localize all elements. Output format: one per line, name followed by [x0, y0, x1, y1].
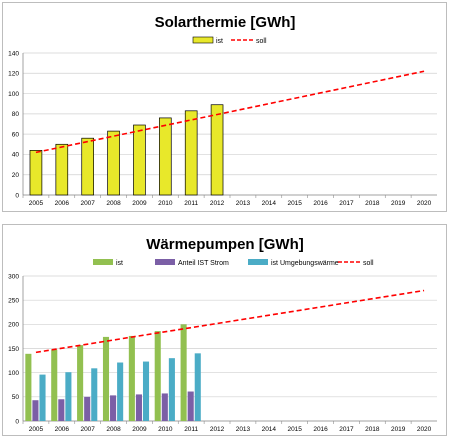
legend-label: soll [256, 38, 267, 45]
bar-ist-umgebungsw-rme-2008 [117, 362, 124, 421]
x-tick-label: 2012 [210, 200, 225, 207]
x-tick-label: 2006 [55, 200, 70, 207]
x-tick-label: 2017 [339, 426, 354, 433]
bar-anteil-ist-strom-2010 [161, 393, 168, 421]
bar-ist-2010 [159, 117, 172, 196]
legend-swatch [248, 259, 268, 265]
x-tick-label: 2020 [417, 200, 432, 207]
x-tick-label: 2018 [365, 200, 380, 207]
waermepumpen-chart-panel: Wärmepumpen [GWh] 0 50 100 150 200 250 300 2005… [2, 224, 447, 436]
bar-ist-2006 [51, 349, 58, 421]
x-tick-label: 2013 [236, 200, 251, 207]
bar-ist-2005 [29, 150, 43, 196]
bar-ist-2010 [154, 331, 161, 421]
legend-label: Anteil IST Strom [178, 260, 229, 267]
bar-ist-2011 [184, 110, 198, 196]
bar-ist-2008 [102, 336, 110, 421]
chart-title: Wärmepumpen [GWh] [146, 236, 304, 253]
x-tick-label: 2007 [80, 200, 95, 207]
y-tick-label: 250 [8, 297, 19, 304]
x-tick-label: 2008 [106, 426, 121, 433]
bar-ist-2007 [81, 137, 94, 196]
bar-ist-2009 [133, 124, 146, 196]
bar-anteil-ist-strom-2005 [32, 400, 39, 421]
bar-ist-2005 [25, 353, 32, 421]
bar-ist-2012 [210, 104, 224, 196]
y-tick-label: 50 [12, 394, 20, 401]
x-tick-label: 2010 [158, 426, 173, 433]
y-tick-label: 80 [12, 111, 20, 118]
x-tick-label: 2012 [210, 426, 225, 433]
x-tick-label: 2014 [262, 200, 277, 207]
bar-anteil-ist-strom-2009 [135, 394, 142, 421]
y-tick-label: 150 [8, 346, 19, 353]
x-tick-label: 2011 [184, 200, 198, 207]
x-tick-label: 2015 [287, 200, 302, 207]
x-tick-label: 2014 [262, 426, 277, 433]
y-tick-label: 60 [12, 131, 20, 138]
x-tick-label: 2018 [365, 426, 380, 433]
y-tick-label: 0 [15, 192, 19, 199]
x-tick-label: 2019 [391, 200, 406, 207]
x-tick-label: 2006 [55, 426, 70, 433]
y-tick-label: 20 [12, 172, 20, 179]
y-tick-label: 100 [8, 370, 19, 377]
legend-label: ist [116, 260, 123, 267]
bar-ist-2009 [128, 335, 135, 421]
x-tick-label: 2005 [29, 426, 44, 433]
x-tick-label: 2016 [313, 426, 328, 433]
legend-swatch [155, 259, 175, 265]
x-tick-label: 2015 [287, 426, 302, 433]
bar-ist-2011 [180, 324, 187, 421]
bar-ist-umgebungsw-rme-2006 [65, 372, 72, 421]
x-tick-label: 2019 [391, 426, 406, 433]
y-tick-label: 140 [8, 50, 19, 57]
x-tick-label: 2007 [80, 426, 95, 433]
chart-title: Solarthermie [GWh] [155, 14, 296, 31]
x-tick-label: 2008 [106, 200, 121, 207]
solarthermie-chart: Solarthermie [GWh] 0 20 40 60 80 100 120 140 200… [8, 14, 437, 207]
bar-ist-2006 [55, 143, 69, 196]
bar-ist-2007 [77, 345, 84, 421]
x-tick-label: 2009 [132, 426, 147, 433]
y-tick-label: 200 [8, 322, 19, 329]
y-tick-label: 0 [15, 418, 19, 425]
bar-ist-umgebungsw-rme-2010 [168, 358, 175, 421]
legend-label: soll [363, 260, 374, 267]
bar-ist-umgebungsw-rme-2005 [39, 374, 46, 421]
legend-swatch [192, 36, 214, 44]
waermepumpen-chart: Wärmepumpen [GWh] 0 50 100 150 200 250 300 2005… [8, 236, 437, 433]
x-tick-label: 2005 [29, 200, 44, 207]
line-soll [35, 289, 425, 354]
x-tick-label: 2011 [184, 426, 198, 433]
legend-swatch [93, 259, 113, 265]
y-tick-label: 300 [8, 273, 19, 280]
bar-ist-umgebungsw-rme-2007 [91, 368, 98, 421]
x-tick-label: 2017 [339, 200, 354, 207]
x-tick-label: 2020 [417, 426, 432, 433]
bar-anteil-ist-strom-2011 [187, 391, 194, 421]
bar-anteil-ist-strom-2008 [110, 395, 117, 421]
bar-ist-umgebungsw-rme-2011 [194, 353, 201, 421]
y-tick-label: 120 [8, 71, 19, 78]
line-soll [35, 70, 425, 154]
x-tick-label: 2016 [313, 200, 328, 207]
x-tick-label: 2009 [132, 200, 147, 207]
legend-label: ist [216, 38, 223, 45]
bar-ist-umgebungsw-rme-2009 [142, 361, 150, 421]
legend-label: ist Umgebungswärme [271, 260, 339, 267]
bar-ist-2008 [107, 130, 120, 196]
x-tick-label: 2010 [158, 200, 173, 207]
x-tick-label: 2013 [236, 426, 251, 433]
solarthermie-chart-panel: Solarthermie [GWh] 0 20 40 60 80 100 120 140 200… [2, 2, 447, 212]
bar-anteil-ist-strom-2006 [58, 399, 65, 421]
y-tick-label: 40 [12, 152, 20, 159]
y-tick-label: 100 [8, 91, 19, 98]
bar-anteil-ist-strom-2007 [84, 396, 91, 421]
